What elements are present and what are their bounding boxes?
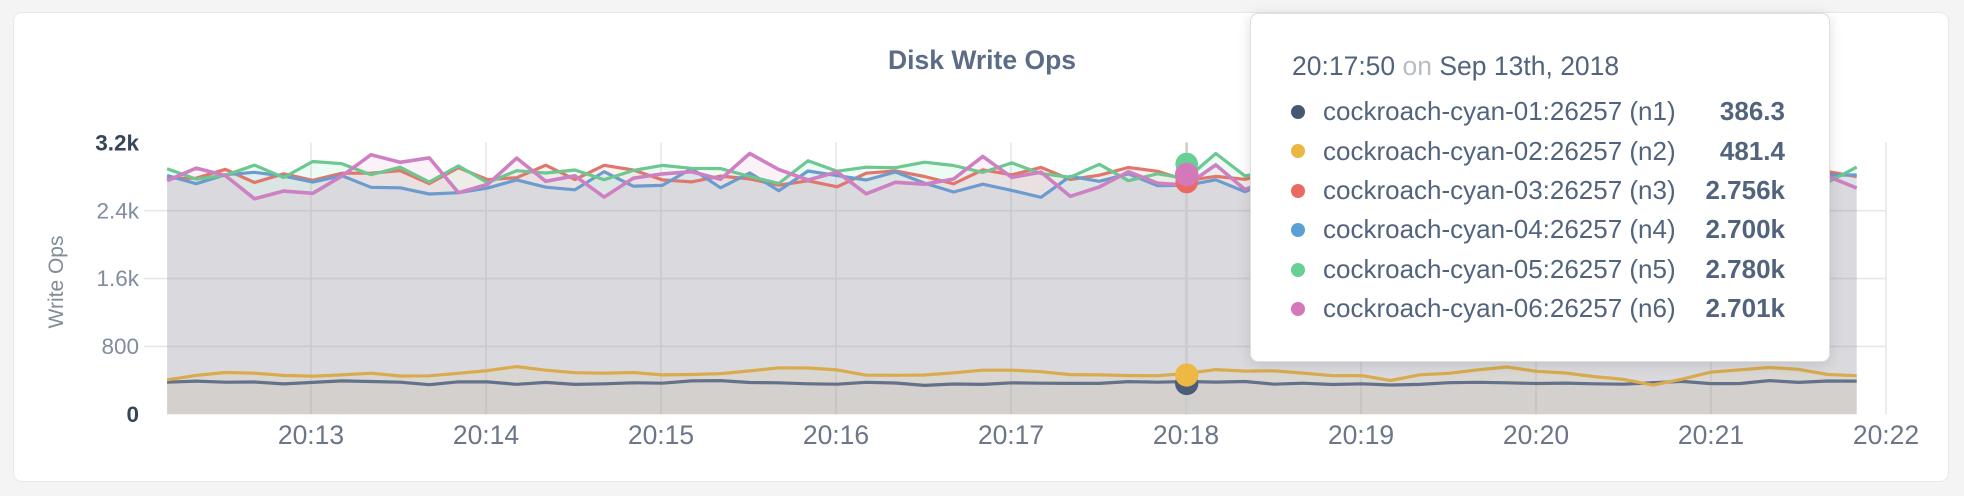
svg-text:20:21: 20:21	[1678, 420, 1744, 450]
svg-text:0: 0	[126, 402, 139, 427]
svg-text:20:15: 20:15	[628, 420, 694, 450]
svg-text:3.2k: 3.2k	[95, 131, 139, 156]
svg-text:20:18: 20:18	[1153, 420, 1219, 450]
svg-text:20:20: 20:20	[1503, 420, 1569, 450]
svg-text:20:14: 20:14	[453, 420, 519, 450]
svg-text:Write Ops: Write Ops	[45, 236, 68, 329]
svg-text:20:17: 20:17	[978, 420, 1044, 450]
svg-text:2.4k: 2.4k	[96, 198, 139, 223]
svg-text:20:19: 20:19	[1328, 420, 1394, 450]
svg-text:20:16: 20:16	[803, 420, 869, 450]
svg-text:1.6k: 1.6k	[96, 266, 139, 291]
svg-text:20:13: 20:13	[278, 420, 344, 450]
svg-text:800: 800	[101, 334, 139, 359]
svg-text:20:22: 20:22	[1853, 420, 1919, 450]
